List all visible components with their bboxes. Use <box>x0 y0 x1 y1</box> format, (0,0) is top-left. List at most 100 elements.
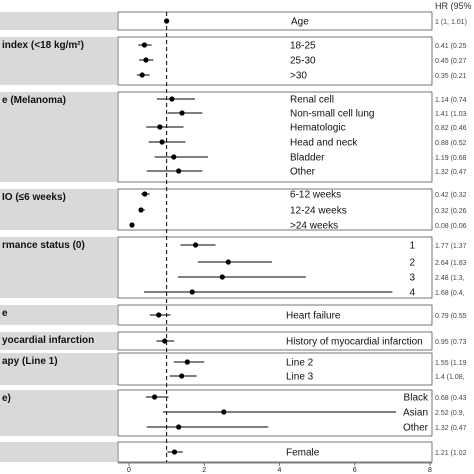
group-panel-frame <box>117 236 433 299</box>
hr-point <box>151 394 158 400</box>
subgroup-label: Black <box>404 393 429 404</box>
hr-point <box>171 449 178 455</box>
hr-point <box>176 424 182 430</box>
hr-point <box>142 191 148 197</box>
group-panel-frame <box>117 441 433 463</box>
group-label-panel <box>0 353 117 385</box>
subgroup-label: Line 3 <box>286 372 314 383</box>
hr-point <box>179 110 185 116</box>
hr-value-text: 1.32 (0.47 <box>435 425 467 432</box>
group-label: e <box>2 308 8 319</box>
hr-value-text: 0.88 (0.52 <box>435 140 467 147</box>
group-panel-frame <box>117 11 433 31</box>
subgroup-label: Other <box>290 167 316 178</box>
hr-value-text: 1.21 (1.02 <box>435 450 467 457</box>
subgroup-label: Line 2 <box>286 358 314 369</box>
hr-point <box>162 338 168 344</box>
group-panel-frame <box>117 188 433 231</box>
hr-point <box>179 373 185 379</box>
subgroup-label: Bladder <box>290 153 325 164</box>
hr-value-text: 0.41 (0.25 <box>435 43 467 50</box>
hr-point <box>192 242 199 248</box>
hr-point <box>157 124 163 130</box>
subgroup-label: 2 <box>409 258 415 269</box>
group-label-panel <box>0 237 117 298</box>
subgroup-label: Heart failure <box>286 311 341 322</box>
group-label: e) <box>2 393 11 404</box>
x-tick-label: 0 <box>127 467 131 474</box>
x-tick-label: 6 <box>353 467 357 474</box>
hr-value-text: 1.4 (1.08, <box>435 374 465 381</box>
group-label-panel <box>0 92 117 182</box>
hr-point <box>219 274 225 280</box>
group-label-panel <box>0 12 117 30</box>
hr-value-text: 1.77 (1.37 <box>435 243 467 250</box>
group-label-panel <box>0 442 117 462</box>
hr-value-text: 1.32 (0.47 <box>435 169 467 176</box>
group-label: IO (≤6 weeks) <box>2 192 66 203</box>
subgroup-label: Asian <box>403 408 428 419</box>
hr-value-text: 0.32 (0.26 <box>435 208 467 215</box>
subgroup-label: 6-12 weeks <box>290 190 341 201</box>
hr-point <box>159 139 165 145</box>
hr-value-text: 0.45 (0.27 <box>435 58 467 65</box>
group-panel-frame <box>117 36 433 86</box>
group-label: apy (Line 1) <box>2 356 58 367</box>
hr-value-text: 1.14 (0.74 <box>435 97 467 104</box>
hr-point <box>189 289 195 295</box>
hr-value-text: 0.79 (0.55 <box>435 313 467 320</box>
group-panel-frame <box>117 304 433 326</box>
group-panel-frame <box>117 389 433 437</box>
x-tick-label: 4 <box>278 467 282 474</box>
subgroup-label: Head and neck <box>290 138 358 149</box>
group-panel-frame <box>117 91 433 183</box>
hr-value-text: 1.19 (0.68 <box>435 155 467 162</box>
hr-value-text: 2.64 (1.83 <box>435 260 467 267</box>
subgroup-label: Non-small cell lung <box>290 109 374 120</box>
hr-value-text: 1 (1, 1.01) <box>435 19 467 26</box>
subgroup-label: Age <box>291 17 309 28</box>
subgroup-label: History of myocardial infarction <box>286 337 423 348</box>
hr-value-text: 0.82 (0.46 <box>435 125 467 132</box>
subgroup-label: 25-30 <box>290 56 316 67</box>
group-label-panel <box>0 37 117 85</box>
x-tick-label: 2 <box>202 467 206 474</box>
hr-value-text: 1.41 (1.03 <box>435 111 467 118</box>
hr-point <box>221 409 227 415</box>
hr-column-header: HR (95% <box>435 1 472 11</box>
hr-value-text: 1.55 (1.19 <box>435 360 467 367</box>
subgroup-label: 18-25 <box>290 41 316 52</box>
hr-point <box>176 168 182 174</box>
hr-value-text: 0.42 (0.32 <box>435 192 467 199</box>
group-label: yocardial infarction <box>2 335 94 346</box>
subgroup-label: 3 <box>409 273 415 284</box>
hr-point <box>139 72 145 78</box>
subgroup-label: Female <box>286 448 320 459</box>
subgroup-label: >30 <box>290 71 307 82</box>
hr-point <box>143 57 149 63</box>
subgroup-label: 12-24 weeks <box>290 206 347 217</box>
subgroup-label: Other <box>403 423 429 434</box>
group-label: e (Melanoma) <box>2 95 66 106</box>
group-label-panel <box>0 332 117 350</box>
hr-point <box>171 154 177 160</box>
hr-point <box>169 96 175 102</box>
hr-point <box>156 312 162 318</box>
hr-point <box>225 259 231 265</box>
hr-value-text: 0.68 (0.43 <box>435 395 467 402</box>
group-panel-frame <box>117 352 433 386</box>
group-label-panel <box>0 390 117 436</box>
hr-value-text: 2.52 (0.9, <box>435 410 465 417</box>
group-label: rmance status (0) <box>2 240 85 251</box>
hr-value-text: 0.95 (0.73 <box>435 339 467 346</box>
subgroup-label: >24 weeks <box>290 221 338 232</box>
hr-value-text: 0.08 (0.06 <box>435 223 467 230</box>
subgroup-label: 1 <box>409 241 415 252</box>
hr-value-text: 1.68 (0.4, <box>435 290 465 297</box>
group-label: index (<18 kg/m²) <box>2 40 84 51</box>
hr-point <box>141 42 148 48</box>
hr-point <box>138 207 144 213</box>
group-label-panel <box>0 189 117 230</box>
x-tick-label: 8 <box>428 467 432 474</box>
